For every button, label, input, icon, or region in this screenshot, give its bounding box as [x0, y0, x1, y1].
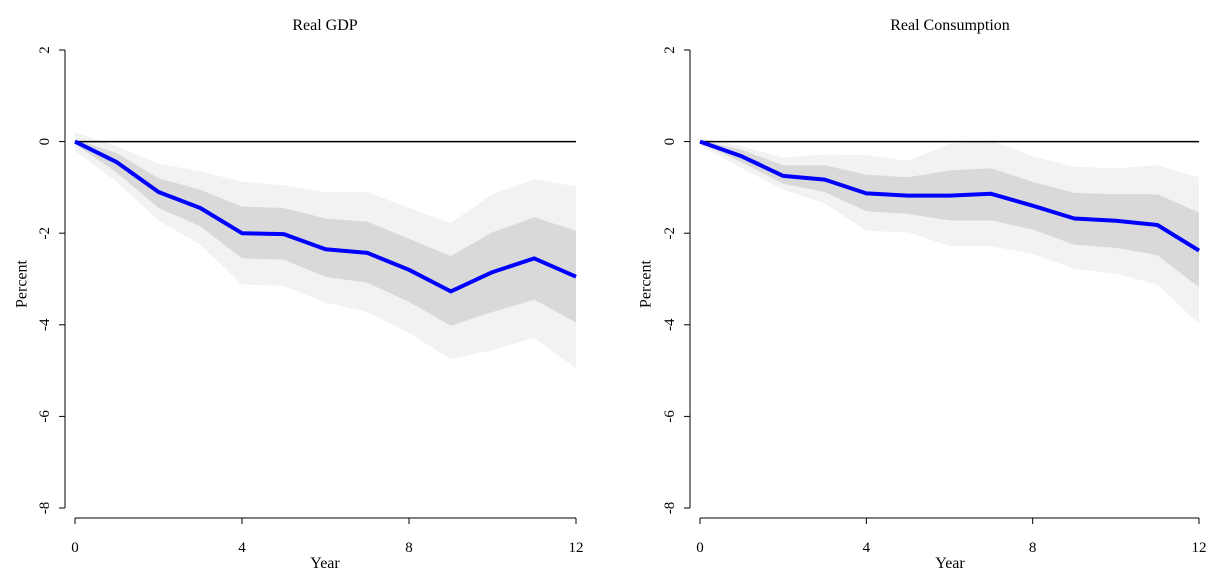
x-tick-label: 8	[1029, 540, 1037, 556]
chart-title: Real GDP	[292, 17, 357, 34]
y-tick-label: -4	[37, 318, 53, 331]
confidence-band-inner	[75, 139, 576, 326]
y-tick-label: 0	[37, 138, 53, 146]
y-tick-label: 0	[662, 138, 678, 146]
y-tick-label: -6	[662, 410, 678, 423]
y-tick-label: 2	[37, 46, 53, 54]
x-tick-label: 12	[1192, 540, 1207, 556]
y-tick-label: -8	[662, 502, 678, 515]
y-tick-label: -2	[662, 227, 678, 240]
panel-real-gdp: 2 0 -2 -4 -6 -8 0 4 8 12 Real GDP Year Percent	[14, 17, 584, 572]
x-axis-title: Year	[310, 555, 340, 572]
y-tick-label: -6	[37, 410, 53, 423]
x-tick-label: 12	[569, 540, 584, 556]
x-tick-label: 0	[71, 540, 79, 556]
panel-real-consumption: 2 0 -2 -4 -6 -8 0 4 8 12 Real Consumption Year Perce…	[638, 17, 1207, 572]
y-tick-label: -4	[662, 318, 678, 331]
y-axis-title: Percent	[638, 259, 655, 308]
x-tick-label: 4	[863, 540, 871, 556]
y-tick-label: 2	[662, 46, 678, 54]
y-tick-label: -8	[37, 502, 53, 515]
x-tick-label: 0	[696, 540, 704, 556]
chart-title: Real Consumption	[890, 17, 1010, 34]
y-axis-title: Percent	[14, 259, 31, 308]
confidence-band-inner	[700, 140, 1199, 288]
x-tick-label: 4	[238, 540, 246, 556]
series-line	[74, 139, 577, 294]
series-line	[699, 139, 1201, 253]
y-tick-label: -2	[37, 227, 53, 240]
x-tick-label: 8	[405, 540, 413, 556]
x-axis-title: Year	[935, 555, 965, 572]
